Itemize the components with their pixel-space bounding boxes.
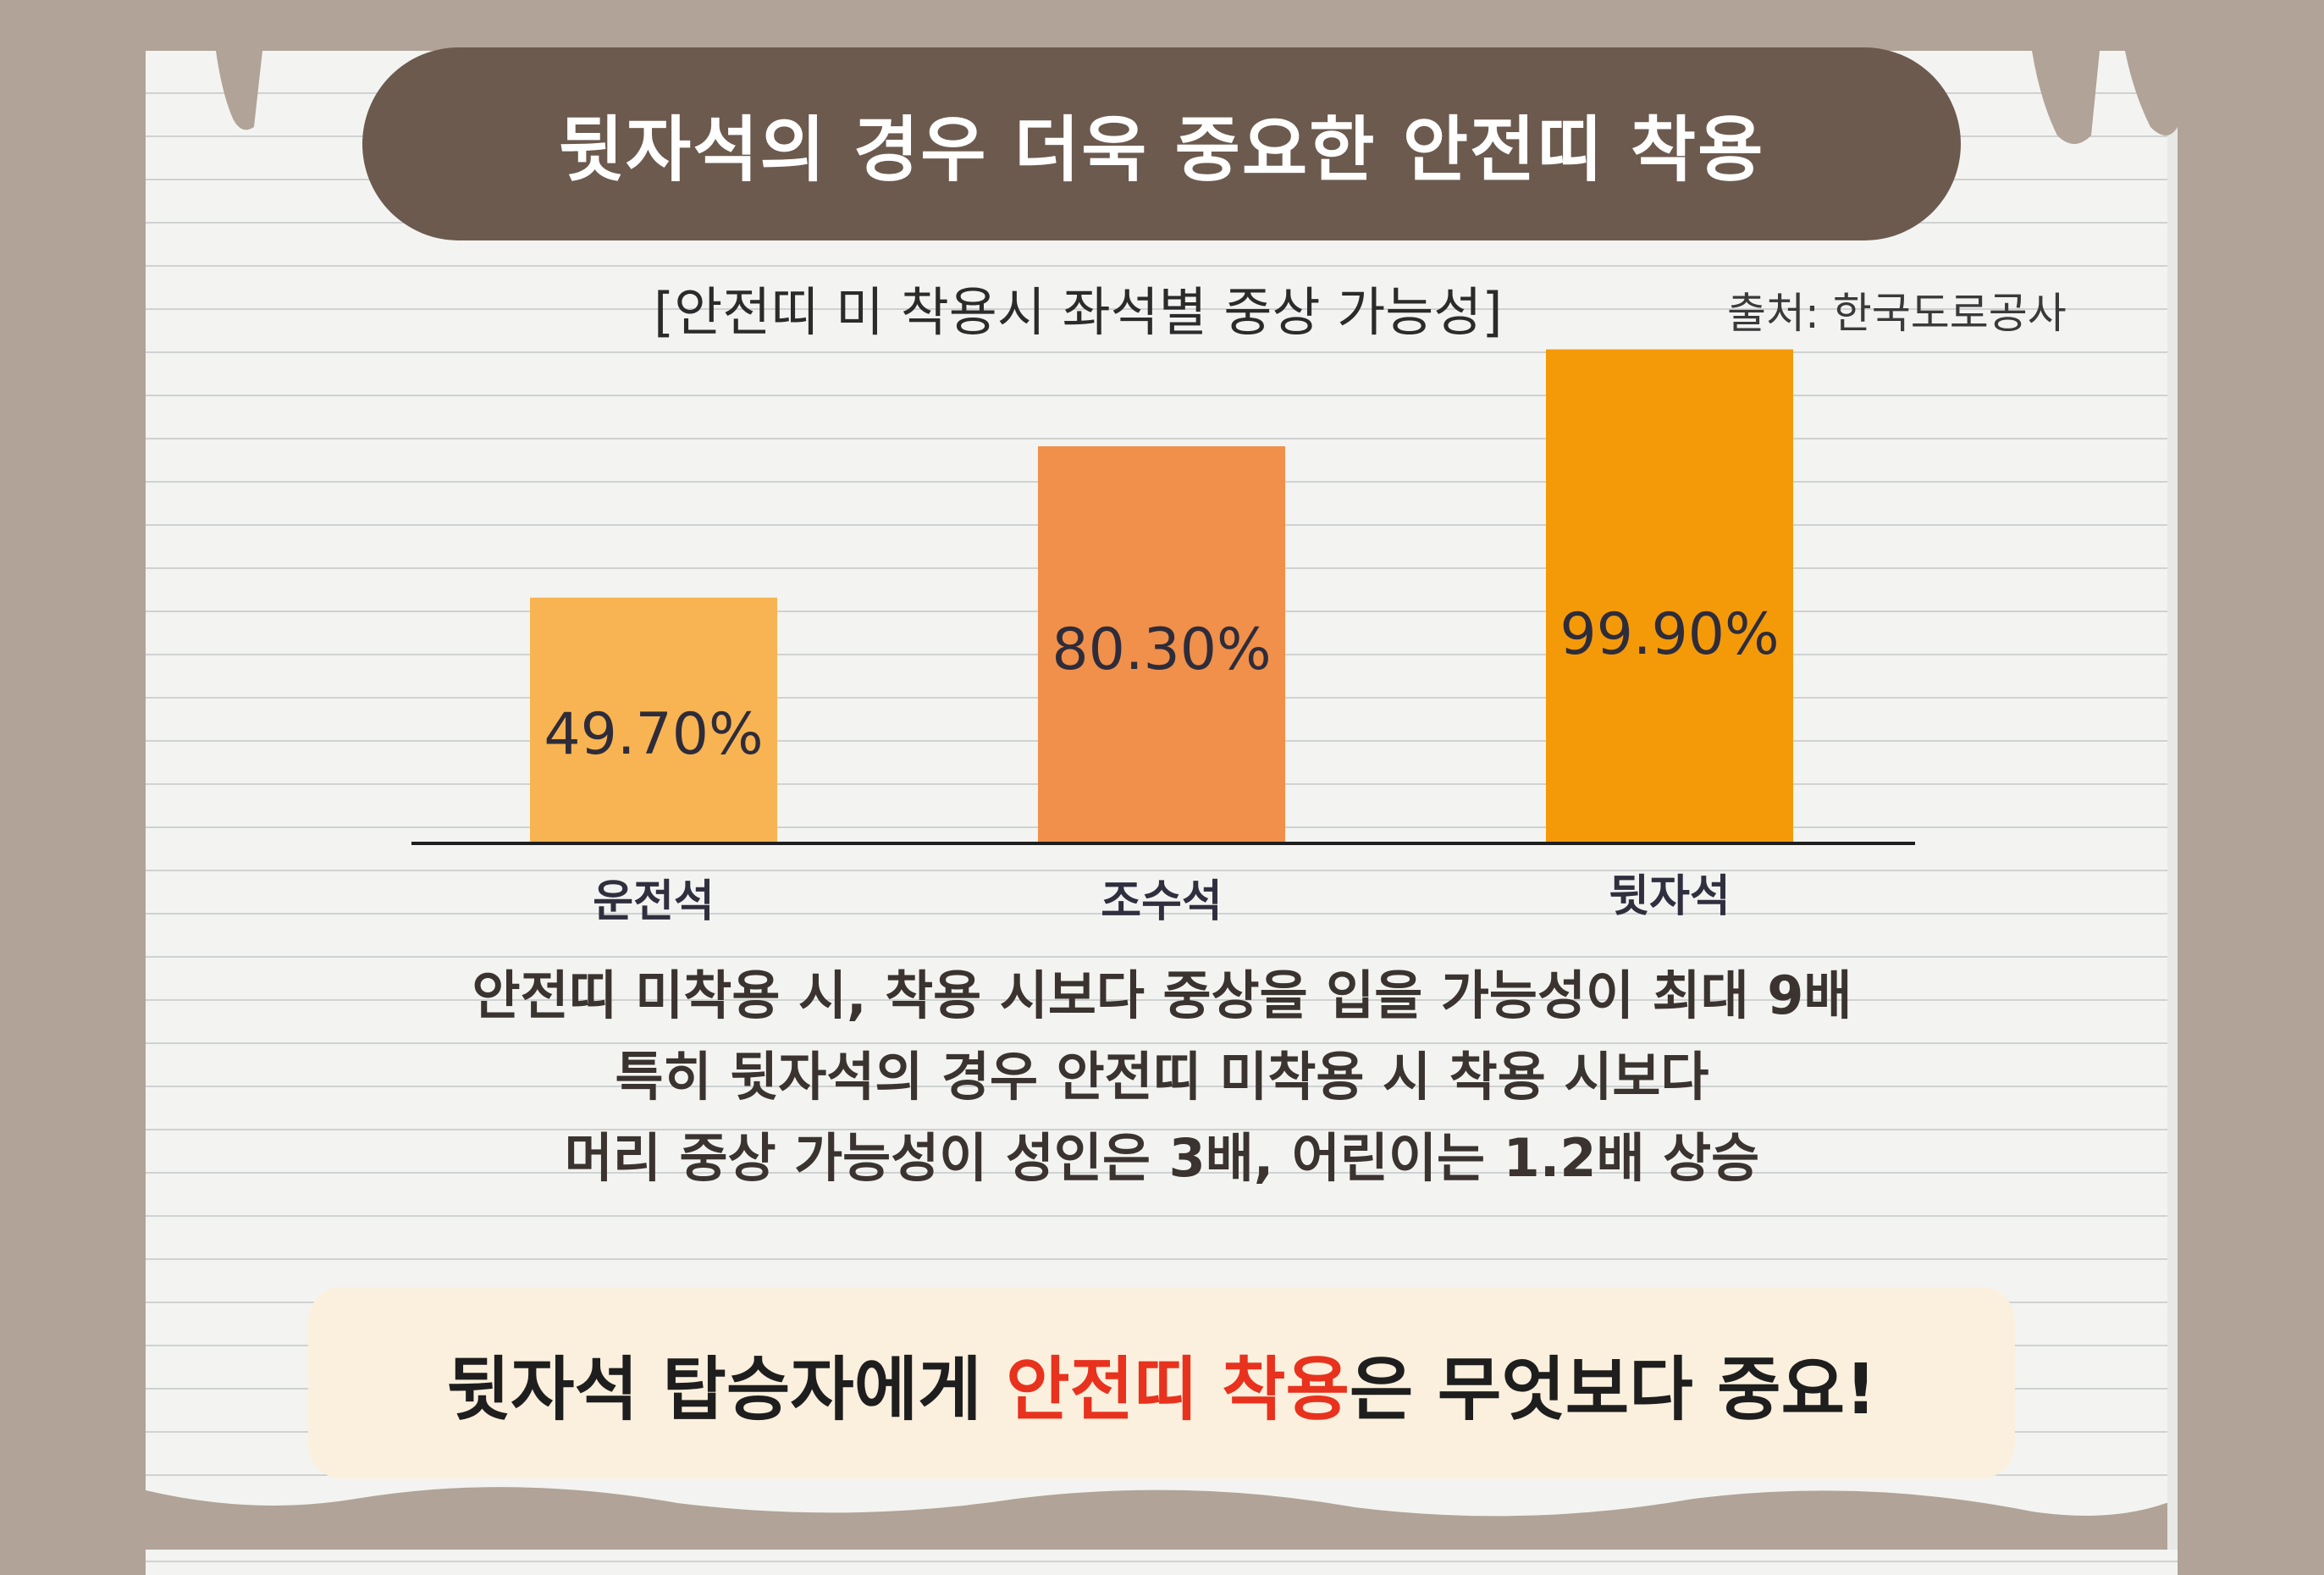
category-label-2: 조수석 [1101,876,1223,927]
callout-prefix: 뒷자석 탑승자에게 [446,1349,1007,1430]
callout-suffix: 은 무엇보다 중요! [1349,1349,1877,1430]
data-label-3: 99.90% [1559,601,1780,668]
callout-accent: 안전띠 착용 [1006,1349,1350,1430]
category-label-1: 운전석 [593,876,715,927]
bar-3 [1546,349,1793,844]
data-label-1: 49.70% [544,701,764,768]
bar-1 [530,597,777,843]
description-line-2: 특히 뒷자석의 경우 안전띠 미착용 시 착용 시보다 [615,1046,1709,1108]
callout-box: 뒷자석 탑승자에게 안전띠 착용은 무엇보다 중요! [308,1287,2015,1478]
bar-2 [1038,446,1285,843]
data-label-2: 80.30% [1052,616,1272,683]
title-banner: 뒷자석의 경우 더욱 중요한 안전띠 착용 [362,47,1961,240]
page-title: 뒷자석의 경우 더욱 중요한 안전띠 착용 [558,108,1765,191]
callout-message: 뒷자석 탑승자에게 안전띠 착용은 무엇보다 중요! [447,1333,1877,1434]
category-label-3: 뒷자석 [1609,871,1731,922]
source-credit: 출처: 한국도로공사 [1727,289,2067,338]
description-line-3: 머리 중상 가능성이 성인은 3배, 어린이는 1.2배 상승 [564,1127,1760,1189]
chart-subtitle: [안전띠 미 착용시 좌석별 중상 가능성] [654,281,1503,343]
description-block: 안전띠 미착용 시, 착용 시보다 중상을 입을 가능성이 최대 9배 특히 뒷… [0,955,2324,1199]
description-line-1: 안전띠 미착용 시, 착용 시보다 중상을 입을 가능성이 최대 9배 [472,964,1852,1026]
